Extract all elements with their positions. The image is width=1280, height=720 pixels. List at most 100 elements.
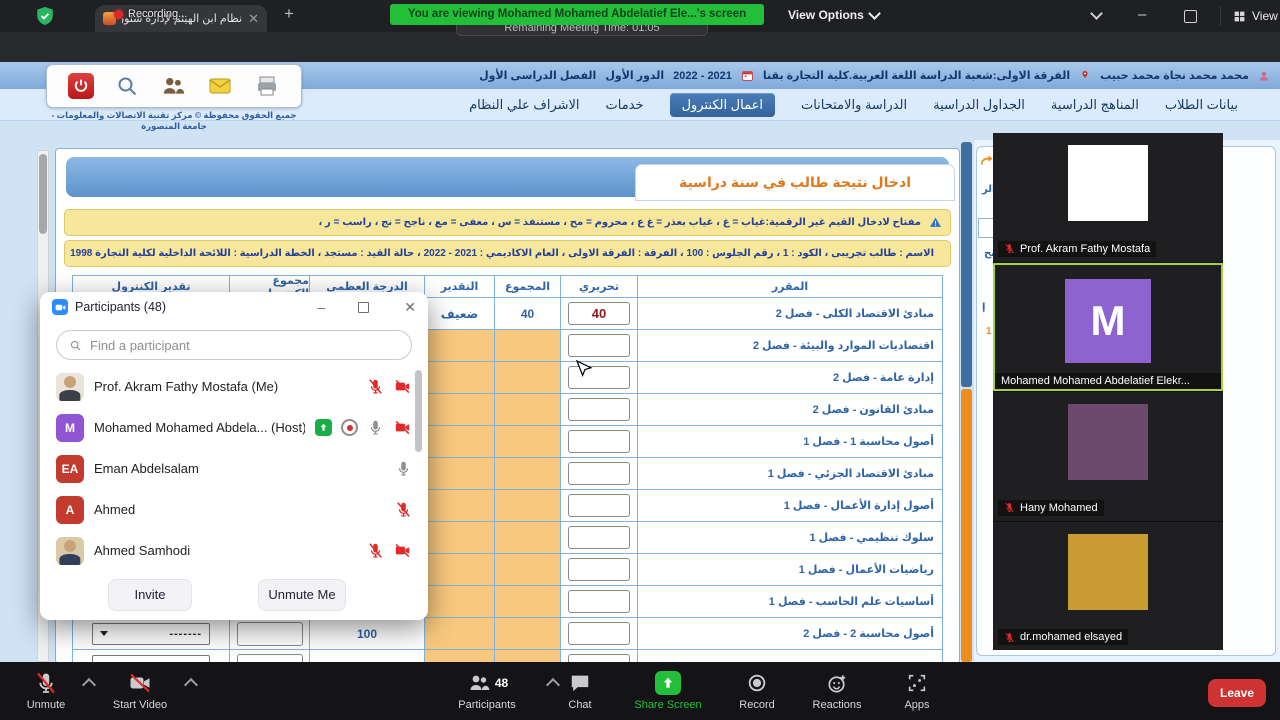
panel-close-icon[interactable]: ✕	[404, 298, 416, 315]
total-cell	[494, 330, 560, 362]
video-name-label: Hany Mohamed	[998, 499, 1104, 516]
participant-row[interactable]: Prof. Akram Fathy Mostafa (Me)	[40, 366, 428, 407]
mic-muted-icon	[367, 542, 384, 559]
mail-icon[interactable]	[207, 74, 233, 98]
nav-control-works[interactable]: اعمال الكنترول	[669, 92, 775, 117]
participants-button[interactable]: 48 Participants	[432, 670, 542, 711]
participant-row[interactable]: Ahmed Samhodi	[40, 530, 428, 571]
participant-row[interactable]: A Ahmed	[40, 489, 428, 530]
written-score-input[interactable]	[568, 398, 630, 421]
round-label: الدور الأول	[605, 70, 665, 82]
panel-maximize-button[interactable]	[358, 301, 370, 313]
browser-toolbar: ← → svustda.mans.edu.eg/?num=77325# ☆ In…	[0, 32, 1280, 90]
nav-curricula[interactable]: المناهج الدراسية	[1050, 96, 1139, 112]
total-cell	[494, 522, 560, 554]
mic-muted-icon	[367, 378, 384, 395]
zoom-security-shield-icon[interactable]	[34, 5, 56, 27]
leave-button[interactable]: Leave	[1208, 679, 1266, 707]
mic-muted-icon	[1004, 632, 1015, 643]
participants-panel: Participants (48) – ✕ Find a participant…	[40, 292, 428, 620]
users-group-icon[interactable]	[160, 73, 186, 99]
section-label: الفرقة الاولى:شعبة الدراسة اللغة العربية…	[762, 70, 1071, 82]
start-video-button[interactable]: Start Video	[100, 670, 180, 711]
grade-cell	[424, 394, 494, 426]
key-note-row: مفتاح لادخال القيم غير الرقمية:غياب = غ …	[64, 209, 951, 236]
tab-close-icon[interactable]: ✕	[248, 10, 259, 26]
participant-row[interactable]: EA Eman Abdelsalam	[40, 448, 428, 489]
view-options-button[interactable]: View Options	[788, 5, 881, 25]
minimize-window-button[interactable]: –	[1138, 6, 1147, 23]
control-grade-select[interactable]: -------	[92, 654, 210, 662]
video-tile-active-speaker[interactable]: M Mohamed Mohamed Abdelatief Elekr...	[993, 262, 1223, 391]
record-icon	[746, 672, 768, 694]
browser-tab[interactable]: نظام ابن الهيثم لإدارة شئون الطلاب ✕	[95, 5, 267, 32]
control-total-input[interactable]	[236, 621, 303, 646]
avatar	[56, 536, 84, 565]
total-cell	[494, 650, 560, 662]
participant-row[interactable]: M Mohamed Mohamed Abdela... (Host)	[40, 407, 428, 448]
recording-indicator: Recording...	[114, 8, 187, 20]
video-off-icon	[393, 419, 412, 436]
reactions-button[interactable]: Reactions	[802, 670, 872, 711]
printer-icon[interactable]	[254, 74, 280, 98]
written-score-input[interactable]	[568, 462, 630, 485]
nav-study-exams[interactable]: الدراسة والامتحانات	[800, 96, 908, 112]
control-grade-select[interactable]: -------	[92, 622, 210, 645]
video-tile[interactable]: Prof. Akram Fathy Mostafa	[993, 133, 1223, 262]
video-options-caret[interactable]	[183, 677, 199, 693]
written-score-input[interactable]	[568, 526, 630, 549]
video-tile[interactable]: Hany Mohamed	[993, 392, 1223, 521]
control-total-input[interactable]	[236, 653, 303, 662]
search-icon	[69, 339, 82, 352]
course-name: رياضيات الأعمال - فصل 1	[798, 564, 934, 576]
scrollbar-orange-thumb[interactable]	[961, 389, 972, 662]
apps-button[interactable]: Apps	[885, 670, 949, 711]
mic-muted-icon	[34, 671, 58, 695]
chat-button[interactable]: Chat	[550, 670, 610, 711]
panel-minimize-button[interactable]: –	[317, 299, 326, 315]
video-name-label: Prof. Akram Fathy Mostafa	[998, 240, 1157, 257]
video-name-label: Mohamed Mohamed Abdelatief Elekr...	[995, 373, 1221, 389]
grade-cell	[424, 618, 494, 650]
total-value: 40	[520, 306, 535, 321]
written-score-input[interactable]	[568, 622, 630, 645]
written-score-input[interactable]	[568, 558, 630, 581]
nav-services[interactable]: خدمات	[605, 96, 644, 112]
tab-title: نظام ابن الهيثم لإدارة شئون الطلاب	[122, 13, 243, 25]
written-score-input[interactable]	[568, 654, 630, 662]
total-cell	[494, 426, 560, 458]
screen-share-banner: You are viewing Mohamed Mohamed Abdelati…	[390, 4, 764, 25]
scrollbar-thumb[interactable]	[39, 154, 47, 234]
new-tab-button[interactable]: +	[284, 4, 294, 23]
logout-power-icon[interactable]	[67, 73, 94, 99]
nav-schedules[interactable]: الجداول الدراسية	[933, 96, 1025, 112]
unmute-button[interactable]: Unmute	[10, 670, 82, 711]
search-icon[interactable]	[115, 74, 139, 98]
zoom-view-button[interactable]: View	[1220, 6, 1278, 26]
nav-student-data[interactable]: بيانات الطلاب	[1164, 96, 1238, 112]
share-screen-icon	[655, 671, 681, 695]
unmute-me-button[interactable]: Unmute Me	[258, 579, 346, 611]
panel-scrollb​ar[interactable]	[961, 142, 972, 662]
invite-button[interactable]: Invite	[108, 579, 192, 611]
collapse-controls-icon[interactable]	[1090, 7, 1103, 20]
participant-search-input[interactable]: Find a participant	[56, 330, 412, 360]
record-button[interactable]: Record	[722, 670, 792, 711]
nav-system-admin[interactable]: الاشراف علي النظام	[469, 96, 580, 112]
written-score-input[interactable]	[568, 334, 630, 357]
participants-scrollbar[interactable]	[415, 370, 422, 452]
audio-options-caret[interactable]	[81, 677, 97, 693]
warning-triangle-icon	[929, 216, 942, 229]
header-grade: التقدير	[424, 275, 494, 298]
video-off-icon	[127, 671, 153, 695]
written-score-input[interactable]	[568, 302, 630, 325]
video-tile[interactable]: dr.mohamed elsayed	[993, 521, 1223, 650]
share-screen-button[interactable]: Share Screen	[628, 670, 708, 711]
written-score-input[interactable]	[568, 590, 630, 613]
restore-window-button[interactable]	[1184, 10, 1197, 23]
user-icon	[1258, 70, 1270, 82]
written-score-input[interactable]	[568, 494, 630, 517]
written-score-input[interactable]	[568, 430, 630, 453]
copyright-line: جميع الحقوق محفوظة © مركز تقنية الاتصالا…	[51, 110, 297, 131]
mic-muted-icon	[395, 501, 412, 518]
